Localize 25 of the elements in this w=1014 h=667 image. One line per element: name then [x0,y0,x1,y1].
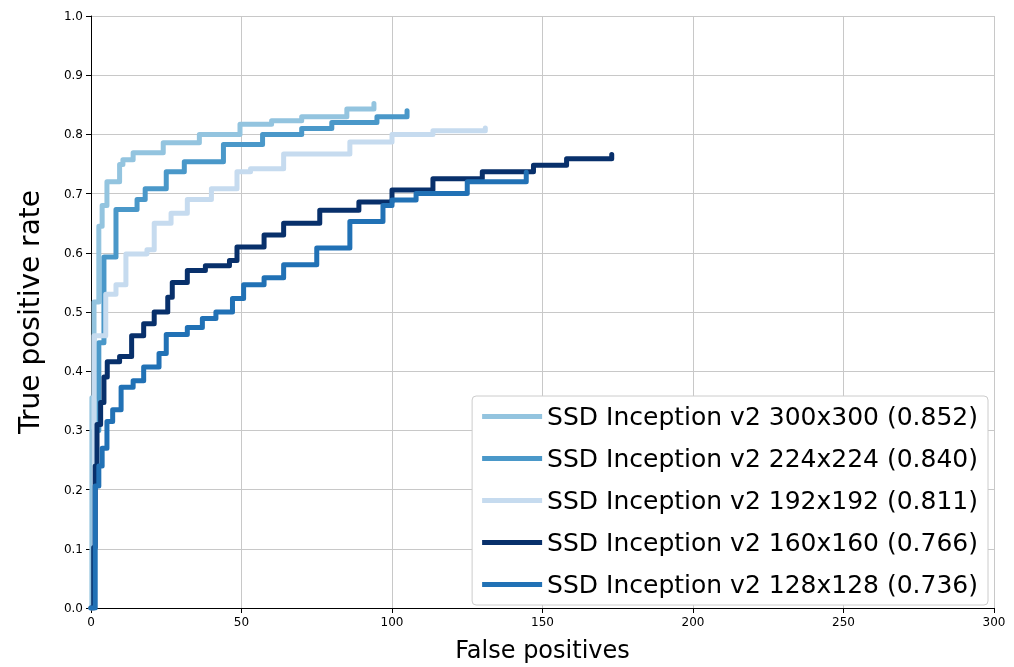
x-tick-label: 300 [982,615,1006,629]
x-tick-label: 150 [531,615,554,629]
x-tick-label: 200 [681,615,705,629]
x-tick-label: 0 [87,615,95,629]
y-tick-label: 0.2 [63,482,83,497]
legend-label: SSD Inception v2 224x224 (0.840) [547,444,979,473]
x-tick-label: 50 [233,615,250,629]
legend-label: SSD Inception v2 128x128 (0.736) [547,570,979,599]
legend-label: SSD Inception v2 300x300 (0.852) [547,402,979,431]
x-axis-title: False positives [455,636,630,664]
x-tick-label: 250 [832,615,855,629]
y-tick-label: 0.0 [63,601,83,615]
y-tick-label: 0.5 [63,305,83,319]
y-axis-title: True positive rate [12,190,46,435]
y-tick-label: 1.0 [63,9,83,23]
legend-label: SSD Inception v2 192x192 (0.811) [547,486,979,515]
x-tick-label: 100 [380,615,404,629]
y-tick-label: 0.9 [63,68,83,83]
y-tick-label: 0.1 [63,541,83,556]
y-tick-label: 0.8 [63,127,83,142]
y-tick-label: 0.7 [63,186,83,201]
y-tick-label: 0.6 [63,245,83,260]
y-tick-label: 0.4 [63,364,83,379]
legend-label: SSD Inception v2 160x160 (0.766) [547,528,979,557]
y-tick-label: 0.3 [63,423,83,438]
